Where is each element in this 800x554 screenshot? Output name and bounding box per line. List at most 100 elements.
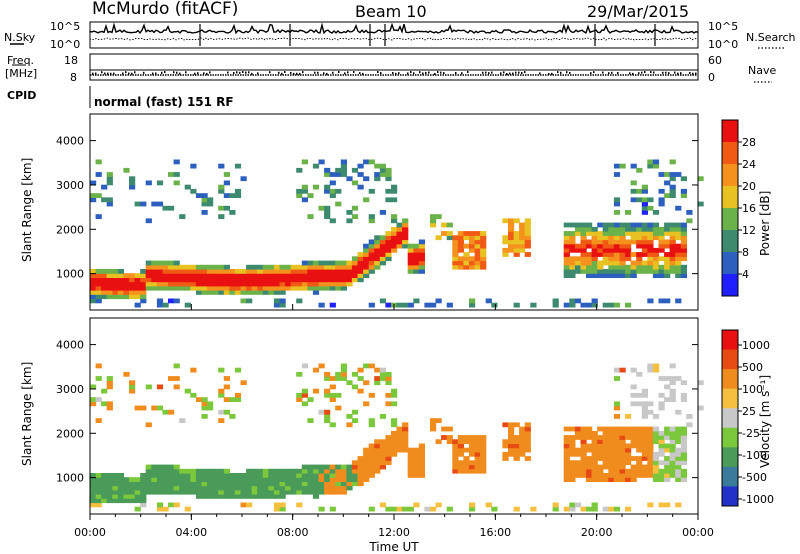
velocity-cell [246, 502, 253, 508]
power-cell [524, 222, 531, 228]
power-cell [262, 290, 269, 295]
freq-tick-mark [680, 72, 682, 75]
velocity-cell [563, 506, 570, 512]
power-cell [641, 201, 648, 207]
velocity-cell [201, 405, 208, 411]
power-cell [675, 222, 682, 228]
velocity-cell [480, 443, 487, 449]
velocity-cell [519, 447, 526, 453]
velocity-cell [346, 414, 353, 419]
velocity-cell [296, 468, 303, 474]
power-cell [413, 252, 420, 257]
velocity-cell [374, 451, 381, 457]
power-cell [613, 264, 621, 270]
velocity-cell [379, 447, 386, 453]
power-cell [246, 277, 253, 283]
velocity-cell [112, 473, 119, 478]
power-cell [552, 302, 559, 308]
power-cell [168, 298, 175, 304]
power-cell [223, 290, 230, 295]
velocity-cell [329, 376, 336, 381]
velocity-cell [234, 392, 242, 398]
velocity-cell [307, 473, 314, 478]
velocity-cell [430, 506, 437, 512]
power-cell [669, 226, 676, 232]
velocity-cell [641, 392, 648, 398]
velocity-cell [106, 477, 113, 482]
power-cell [268, 264, 275, 270]
cpid-label: CPID [7, 89, 36, 102]
freq-tick-mark [143, 71, 145, 74]
power-cell [368, 214, 375, 219]
velocity-cell [586, 456, 593, 461]
velocity-cell [151, 481, 158, 487]
velocity-cell [569, 426, 576, 432]
power-cell [145, 260, 152, 266]
power-cell [647, 163, 654, 169]
power-cell [240, 277, 247, 283]
power-cell [207, 264, 214, 270]
power-cell [90, 277, 97, 283]
velocity-cell [469, 451, 476, 457]
power-cell [296, 167, 303, 173]
power-cell [106, 172, 113, 177]
power-cell [391, 231, 398, 236]
power-cell [129, 176, 136, 182]
velocity-cell [240, 477, 247, 482]
velocity-cell [195, 477, 203, 482]
velocity-cell [569, 451, 576, 457]
velocity-y-tick-label: 3000 [56, 383, 84, 396]
power-cell [524, 239, 531, 245]
freq-tick-mark [302, 71, 304, 74]
power-cell [246, 281, 253, 287]
velocity-cell [502, 443, 509, 449]
power-cell [508, 231, 515, 236]
velocity-cell [658, 392, 665, 398]
velocity-cell [379, 371, 386, 377]
power-cell [156, 281, 164, 287]
velocity-cell [223, 485, 230, 491]
velocity-cell [385, 456, 392, 461]
power-cell [613, 201, 621, 207]
velocity-cell [613, 460, 621, 466]
velocity-cell [597, 443, 604, 449]
power-cell [396, 235, 403, 241]
velocity-cell [636, 439, 643, 445]
velocity-cell [613, 426, 621, 432]
velocity-cell [658, 451, 665, 457]
velocity-cell [207, 473, 214, 478]
power-cell [329, 172, 336, 177]
power-cell [223, 172, 230, 177]
velocity-cell [636, 392, 643, 398]
power-cell [664, 269, 671, 274]
power-cell [329, 180, 336, 186]
velocity-cell [351, 371, 359, 377]
velocity-cell [262, 477, 269, 482]
velocity-cell [619, 443, 626, 449]
velocity-cell [569, 473, 576, 478]
velocity-colorbar-swatch [722, 466, 738, 487]
power-cell [675, 264, 682, 270]
power-cell [262, 281, 269, 287]
power-cell [675, 247, 682, 253]
velocity-cell [474, 443, 481, 449]
velocity-cell [156, 502, 164, 508]
velocity-cell [162, 477, 169, 482]
freq-tick-mark [122, 72, 124, 75]
power-cell [134, 277, 141, 283]
power-cell [363, 273, 370, 278]
power-cell [519, 231, 526, 236]
velocity-cell [613, 405, 621, 411]
freq-tick-mark [269, 71, 271, 74]
velocity-cell [480, 439, 487, 445]
velocity-cell [268, 481, 275, 487]
velocity-cell [262, 473, 269, 478]
velocity-cell [664, 477, 671, 482]
power-cell [212, 273, 219, 278]
power-cell [580, 260, 587, 266]
power-cell [641, 239, 648, 245]
velocity-cell [413, 502, 420, 508]
freq-tick-mark [125, 71, 127, 74]
power-cell [630, 226, 637, 232]
